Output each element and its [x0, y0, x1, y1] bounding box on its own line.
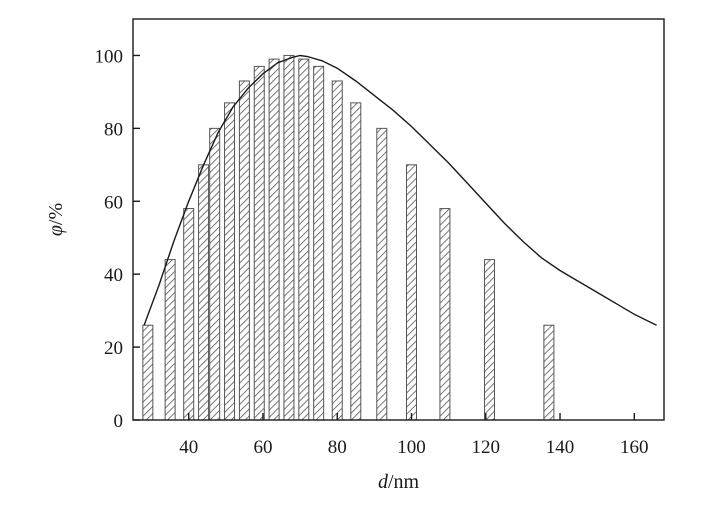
bar — [331, 80, 343, 421]
bar — [439, 208, 451, 421]
y-axis-ticks: 0 20 40 60 80 100 — [95, 46, 140, 432]
y-tick-label: 100 — [95, 46, 124, 67]
x-tick-label: 80 — [328, 437, 347, 458]
x-axis-label: d/nm — [378, 471, 420, 493]
x-axis-variable: d — [378, 471, 389, 493]
y-tick-label: 80 — [104, 119, 123, 140]
bar — [313, 65, 325, 421]
fit-curve-line — [143, 54, 657, 326]
bar — [405, 164, 417, 421]
y-tick-label: 20 — [104, 338, 123, 359]
bar — [142, 324, 154, 421]
bar — [298, 58, 310, 421]
bar — [350, 102, 362, 421]
bar — [483, 259, 495, 421]
x-tick-label: 100 — [397, 437, 426, 458]
bars-layer — [142, 54, 555, 421]
bar — [238, 80, 250, 421]
x-tick-label: 120 — [472, 437, 501, 458]
bar — [543, 324, 555, 421]
x-tick-label: 40 — [179, 437, 198, 458]
y-axis-variable: φ — [45, 225, 67, 236]
y-axis-unit: /% — [45, 203, 67, 225]
plot-area-frame — [132, 18, 665, 421]
bar — [268, 58, 280, 421]
y-tick-label: 60 — [104, 192, 123, 213]
bar — [224, 102, 236, 421]
x-tick-label: 160 — [620, 437, 649, 458]
bar — [164, 259, 176, 421]
bar — [376, 127, 388, 421]
y-tick-label: 40 — [104, 265, 123, 286]
bar — [183, 208, 195, 421]
bar — [198, 164, 210, 421]
x-tick-label: 140 — [546, 437, 575, 458]
bar — [209, 127, 221, 421]
bar — [253, 65, 265, 421]
x-tick-label: 60 — [253, 437, 272, 458]
x-axis-ticks: 40 60 80 100 120 140 160 — [179, 413, 649, 458]
bar — [283, 54, 295, 421]
y-axis-label: φ/% — [45, 203, 67, 236]
y-tick-label: 0 — [114, 411, 124, 432]
x-axis-unit: /nm — [388, 471, 420, 493]
